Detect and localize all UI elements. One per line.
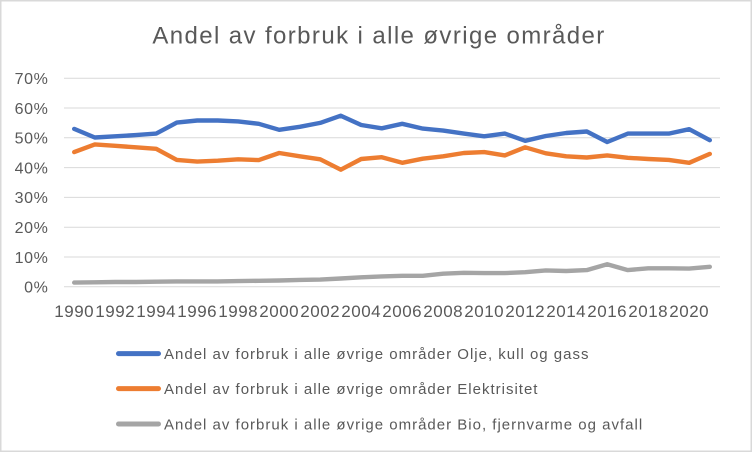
svg-text:1996: 1996 bbox=[177, 302, 217, 321]
svg-text:2004: 2004 bbox=[341, 302, 381, 321]
svg-text:40%: 40% bbox=[15, 160, 49, 177]
svg-text:30%: 30% bbox=[15, 190, 49, 207]
svg-text:2020: 2020 bbox=[669, 302, 709, 321]
svg-text:60%: 60% bbox=[15, 101, 49, 118]
svg-text:20%: 20% bbox=[15, 220, 49, 237]
svg-text:1990: 1990 bbox=[54, 302, 94, 321]
svg-text:2014: 2014 bbox=[546, 302, 586, 321]
svg-text:1998: 1998 bbox=[218, 302, 258, 321]
svg-text:50%: 50% bbox=[15, 131, 49, 148]
svg-text:2000: 2000 bbox=[259, 302, 299, 321]
svg-text:Andel av forbruk i alle øvrige: Andel av forbruk i alle øvrige områder bbox=[152, 23, 605, 50]
svg-text:1994: 1994 bbox=[136, 302, 176, 321]
svg-text:Andel av forbruk i alle øvrige: Andel av forbruk i alle øvrige områder O… bbox=[164, 346, 590, 363]
svg-text:Andel av forbruk i alle øvrige: Andel av forbruk i alle øvrige områder B… bbox=[164, 416, 643, 433]
svg-text:70%: 70% bbox=[15, 71, 49, 88]
svg-text:2002: 2002 bbox=[300, 302, 340, 321]
svg-text:2008: 2008 bbox=[423, 302, 463, 321]
svg-text:Andel av forbruk i alle øvrige: Andel av forbruk i alle øvrige områder E… bbox=[164, 381, 538, 398]
svg-text:2016: 2016 bbox=[587, 302, 627, 321]
svg-text:1992: 1992 bbox=[95, 302, 135, 321]
svg-text:2010: 2010 bbox=[464, 302, 504, 321]
svg-text:2012: 2012 bbox=[505, 302, 545, 321]
svg-text:10%: 10% bbox=[15, 250, 49, 267]
svg-text:0%: 0% bbox=[24, 280, 48, 297]
svg-text:2006: 2006 bbox=[382, 302, 422, 321]
svg-text:2018: 2018 bbox=[628, 302, 668, 321]
